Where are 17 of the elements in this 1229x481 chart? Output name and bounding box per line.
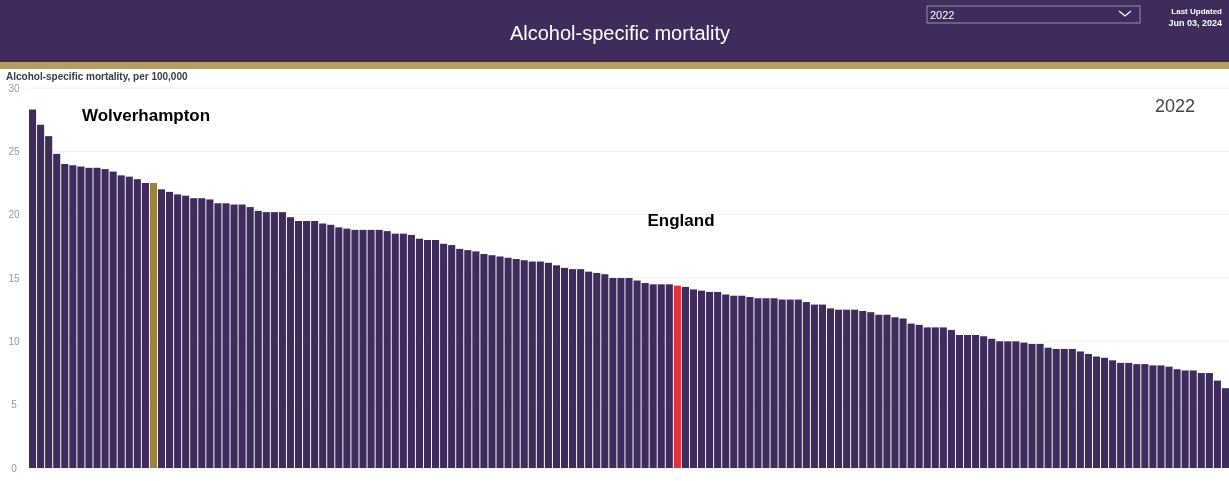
- chart-title: Alcohol-specific mortality: [509, 22, 731, 44]
- y-tick-label: 15: [8, 272, 20, 284]
- y-tick-label: 0: [11, 462, 18, 474]
- text: Jun 03, 2024: [1168, 18, 1222, 28]
- text: Last Updated: [1171, 7, 1223, 16]
- y-tick-label: 30: [8, 82, 20, 94]
- annotation: 2022: [1154, 96, 1195, 116]
- y-tick-label: 5: [11, 399, 18, 411]
- y-tick-label: 25: [8, 145, 20, 157]
- y-tick-label: 20: [8, 209, 20, 221]
- annotation: Wolverhampton: [82, 106, 211, 125]
- bar: [673, 285, 681, 468]
- bar: [149, 183, 157, 468]
- y-tick-label: 10: [8, 335, 20, 347]
- y-axis-title: Alcohol-specific mortality, per 100,000: [6, 71, 188, 82]
- text: 2022: [930, 9, 955, 21]
- annotation: England: [647, 211, 715, 230]
